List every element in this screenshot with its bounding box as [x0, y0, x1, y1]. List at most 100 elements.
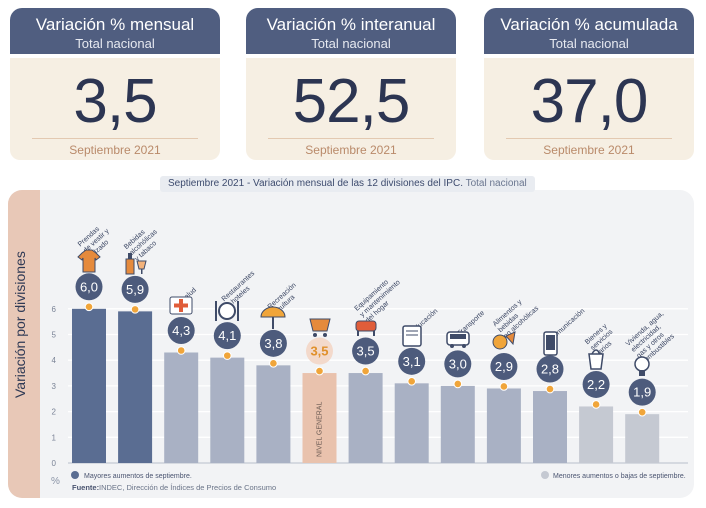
data-label: 3,5 — [310, 344, 328, 359]
book-icon — [397, 321, 427, 349]
kpi-divider — [506, 138, 672, 139]
y-tick-label: 0 — [52, 459, 57, 468]
bar — [440, 385, 475, 463]
kpi-card-interannual: Variación % interanual Total nacional 52… — [246, 8, 456, 160]
value-marker — [361, 366, 370, 376]
kpi-subtitle: Total nacional — [75, 36, 155, 51]
value-marker — [453, 379, 463, 389]
kpi-divider — [32, 138, 198, 139]
value-bubble — [536, 355, 564, 383]
value-bubble — [213, 322, 241, 350]
bar — [486, 388, 521, 463]
value-marker — [637, 407, 647, 417]
value-bubbles: 6,0 5,9 4,3 4,1 3,8 3,5 3,5 3,1 3,0 2,9 2,8 2,2 1,9 — [75, 273, 656, 417]
value-marker — [269, 359, 278, 368]
value-bubble — [75, 273, 103, 301]
value-bubble — [398, 347, 426, 375]
kpi-body: 37,0 Septiembre 2021 — [484, 58, 694, 160]
shirt-icon — [74, 247, 104, 275]
data-label: 4,1 — [218, 328, 236, 343]
furniture-icon — [351, 311, 381, 339]
data-label: 6,0 — [80, 279, 98, 294]
bar — [164, 352, 199, 463]
bottle-glass-icon — [120, 249, 150, 277]
bar — [348, 373, 383, 463]
y-tick-label: 1 — [52, 433, 57, 442]
kpi-title: Variación % acumulada — [500, 15, 678, 34]
data-label: 3,0 — [449, 356, 467, 371]
y-tick-label: 2 — [52, 408, 57, 417]
kpi-subtitle: Total nacional — [549, 36, 629, 51]
value-bubble — [121, 275, 149, 303]
kpi-title: Variación % mensual — [35, 15, 195, 34]
cart-icon — [305, 311, 335, 339]
chart-title: Septiembre 2021 - Variación mensual de l… — [160, 176, 535, 192]
kpi-card-monthly: Variación % mensual Total nacional 3,5 S… — [10, 8, 220, 160]
bar — [72, 308, 106, 463]
cutlery-icon — [212, 296, 242, 324]
lightbulb-icon — [627, 352, 657, 380]
data-label: 1,9 — [633, 385, 651, 400]
data-label: 3,1 — [403, 354, 421, 369]
value-marker — [591, 400, 601, 409]
chart-side-band — [8, 190, 40, 498]
value-marker — [315, 366, 324, 376]
source-text: INDEC, Dirección de Índices de Precios d… — [99, 483, 276, 492]
grocery-icon — [489, 326, 519, 354]
value-marker — [545, 384, 555, 394]
y-tick-label: 3 — [52, 382, 57, 391]
phone-icon — [535, 329, 565, 357]
kpi-value: 52,5 — [292, 67, 411, 136]
kpi-date: Septiembre 2021 — [543, 143, 635, 157]
data-label: 3,8 — [264, 336, 282, 351]
bar — [302, 373, 337, 463]
kpi-value: 3,5 — [73, 67, 157, 136]
bar — [579, 406, 614, 463]
kpi-value: 37,0 — [530, 67, 649, 136]
value-bubble — [259, 329, 287, 357]
y-unit-label: % — [51, 476, 60, 487]
kpi-header: Variación % acumulada Total nacional — [484, 8, 694, 54]
data-label: 2,9 — [495, 359, 513, 374]
legend-mayores: Mayores aumentos de septiembre. — [84, 473, 192, 480]
value-bubble — [628, 378, 656, 406]
value-marker — [84, 302, 94, 312]
value-bubble — [167, 316, 195, 344]
value-marker — [223, 351, 232, 360]
chart-title-suffix: Total nacional — [465, 178, 527, 189]
bus-icon — [443, 324, 473, 352]
legend-marker-mayores — [71, 471, 79, 479]
value-bubble — [352, 337, 380, 365]
kpi-subtitle: Total nacional — [311, 36, 391, 51]
data-label: 3,5 — [357, 344, 375, 359]
kpi-title: Variación % interanual — [266, 15, 436, 34]
bar — [118, 311, 153, 463]
value-bubble — [444, 350, 472, 378]
y-tick-labels: 0 1 2 3 4 5 6 — [52, 305, 57, 468]
data-label: 5,9 — [126, 282, 144, 297]
y-tick-label: 4 — [52, 356, 57, 365]
bar — [210, 357, 245, 463]
y-tick-label: 5 — [52, 331, 57, 340]
bar — [256, 365, 291, 463]
y-tick-label: 6 — [52, 305, 57, 314]
kpi-body: 52,5 Septiembre 2021 — [246, 58, 456, 160]
value-bubble — [582, 370, 610, 398]
kpi-card-cumulative: Variación % acumulada Total nacional 37,… — [484, 8, 694, 160]
value-marker — [499, 382, 509, 391]
kpi-header: Variación % interanual Total nacional — [246, 8, 456, 54]
value-marker — [407, 377, 417, 386]
legend-menores: Menores aumentos o bajas de septiembre. — [553, 473, 686, 480]
value-marker — [130, 305, 140, 314]
kpi-date: Septiembre 2021 — [69, 143, 161, 157]
bar — [625, 414, 660, 463]
value-marker — [176, 346, 186, 355]
data-label: 2,8 — [541, 362, 559, 377]
beach-umbrella-icon — [258, 303, 288, 331]
bars: NIVEL GENERAL — [72, 308, 660, 463]
bar — [394, 383, 429, 463]
kpi-date: Septiembre 2021 — [305, 143, 397, 157]
first-aid-icon — [166, 290, 196, 318]
general-bar-label: NIVEL GENERAL — [317, 402, 324, 457]
